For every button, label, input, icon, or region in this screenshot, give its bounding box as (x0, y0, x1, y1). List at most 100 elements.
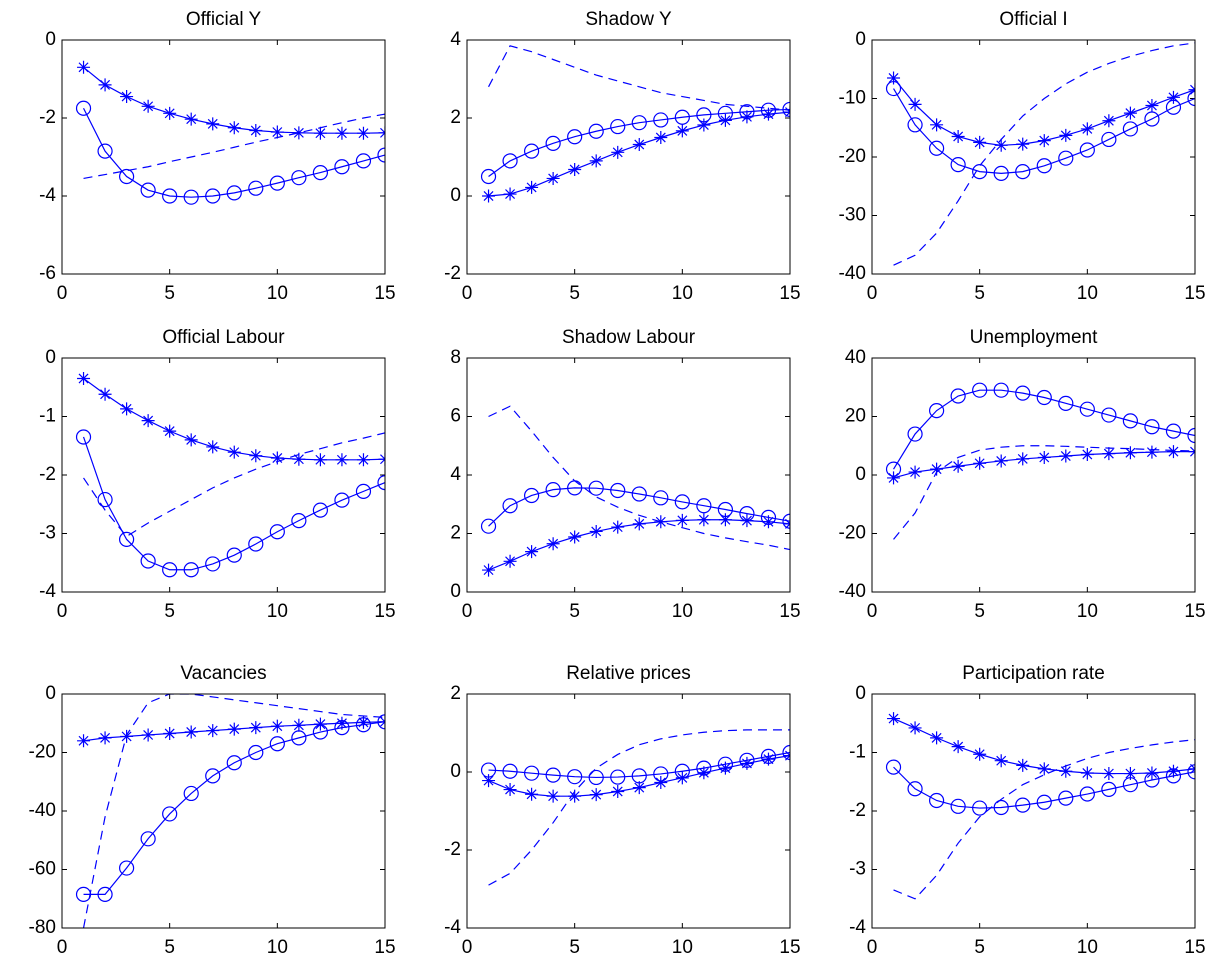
circle-marker (950, 798, 966, 814)
circle-marker (291, 513, 307, 529)
y-tick-label: -3 (849, 859, 866, 880)
chart-title: Shadow Labour (562, 327, 696, 348)
star-marker (546, 789, 560, 803)
plot-area (885, 382, 1195, 540)
star-marker (994, 754, 1008, 768)
y-tick-label: -2 (444, 263, 461, 284)
x-tick-label: 15 (374, 283, 395, 304)
circle-marker (653, 490, 669, 506)
x-tick-label: 0 (57, 283, 68, 304)
star-marker (98, 731, 112, 745)
y-tick-label: 6 (450, 406, 461, 427)
star-marker (1123, 446, 1137, 460)
star-marker (718, 113, 732, 127)
circle-marker (205, 556, 221, 572)
series-line (83, 113, 385, 180)
y-tick-label: -60 (29, 859, 56, 880)
x-tick-label: 0 (57, 601, 68, 622)
subplot: Relative prices -4 -2 0 2 0 5 10 15 (444, 663, 800, 958)
star-marker (973, 135, 987, 149)
y-tick-label: 0 (45, 29, 56, 50)
x-tick-label: 15 (779, 601, 800, 622)
axes-box (871, 357, 1196, 593)
x-tick-label: 0 (867, 601, 878, 622)
x-tick-label: 0 (867, 283, 878, 304)
circle-marker (205, 188, 221, 204)
star-marker (654, 776, 668, 790)
circle-marker (610, 482, 626, 499)
star-marker (718, 513, 732, 527)
circle-marker (1015, 385, 1031, 401)
circle-marker (1015, 164, 1031, 180)
star-marker (163, 106, 177, 120)
y-tick-label: 0 (855, 29, 866, 50)
circle-marker (1144, 419, 1160, 435)
star-marker (120, 402, 134, 416)
star-marker (930, 462, 944, 476)
series-line (488, 405, 790, 551)
plot-area (75, 694, 385, 928)
star-marker (525, 787, 539, 801)
star-marker (206, 724, 220, 738)
y-tick-label: -20 (29, 742, 56, 763)
star-marker (525, 545, 539, 559)
star-marker (98, 387, 112, 401)
series-line (488, 45, 790, 111)
circle-marker (674, 494, 690, 510)
star-marker (568, 789, 582, 803)
chart-title: Official Labour (162, 327, 285, 348)
x-tick-label: 10 (672, 283, 693, 304)
circle-marker (97, 491, 113, 508)
circle-marker (653, 112, 669, 128)
circle-marker (118, 531, 135, 547)
circle-marker (1187, 427, 1195, 444)
star-marker (163, 424, 177, 438)
circle-marker (928, 140, 945, 156)
plot-area (885, 42, 1195, 266)
circle-marker (269, 524, 285, 540)
star-marker (184, 725, 198, 739)
star-marker (313, 126, 327, 140)
star-marker (356, 715, 370, 729)
circle-marker (1122, 121, 1139, 137)
circle-marker (1015, 797, 1031, 813)
star-marker (335, 126, 349, 140)
star-marker (313, 717, 327, 731)
star-marker (973, 747, 987, 761)
star-marker (1145, 445, 1159, 459)
star-marker (141, 414, 155, 428)
star-marker (335, 453, 349, 467)
y-tick-label: 8 (450, 347, 461, 368)
star-marker (141, 99, 155, 113)
circle-marker (183, 785, 199, 802)
star-marker (1123, 106, 1137, 120)
circle-marker (183, 562, 199, 578)
circle-marker (248, 180, 264, 196)
star-marker (1166, 445, 1180, 459)
star-marker (1059, 449, 1073, 463)
circle-marker (907, 117, 923, 133)
y-tick-label: -10 (839, 88, 866, 109)
star-marker (697, 118, 711, 132)
star-marker (994, 138, 1008, 152)
star-marker (77, 60, 91, 74)
star-marker (1016, 452, 1030, 466)
chart-title: Official I (999, 9, 1067, 30)
circle-marker (610, 118, 626, 135)
circle-marker (312, 502, 328, 518)
y-tick-label: 4 (450, 29, 461, 50)
series-line (82, 436, 385, 571)
y-tick-label: -80 (29, 917, 56, 938)
x-tick-label: 0 (462, 601, 473, 622)
star-marker (951, 130, 965, 144)
circle-marker (162, 562, 178, 578)
y-tick-label: -4 (39, 581, 56, 602)
series-line (893, 739, 1195, 900)
x-tick-label: 10 (1077, 601, 1098, 622)
star-marker (546, 171, 560, 185)
y-tick-label: -4 (39, 185, 56, 206)
x-tick-label: 5 (164, 601, 175, 622)
circle-marker (1187, 764, 1195, 780)
